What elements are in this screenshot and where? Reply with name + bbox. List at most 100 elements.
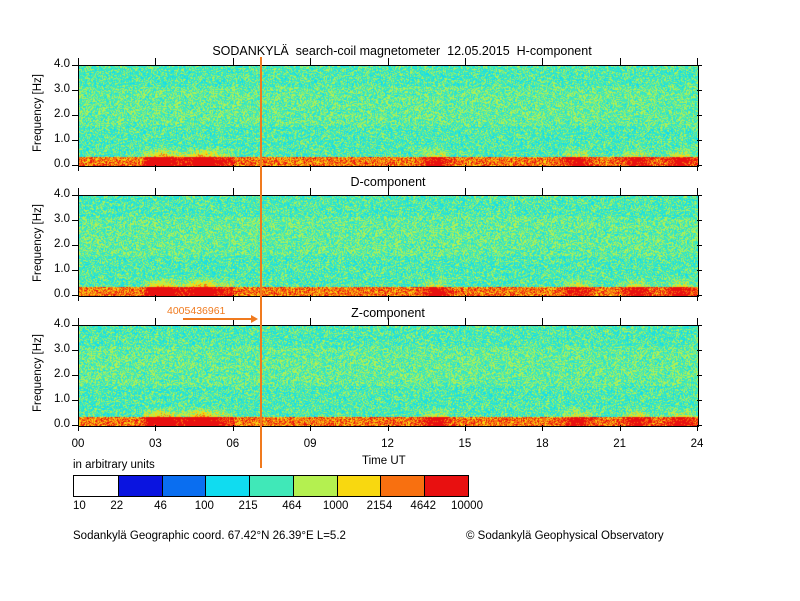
colorbar-tick-label: 10 (73, 500, 86, 512)
x-tick-mark (619, 295, 621, 301)
y-tick-label: 1.0 (54, 263, 70, 275)
x-tick-mark (232, 58, 234, 65)
spectrogram-d (78, 195, 699, 297)
x-tick-mark (619, 318, 621, 325)
x-tick-mark (542, 318, 544, 325)
x-tick-mark (78, 58, 79, 65)
x-tick-label: 03 (148, 438, 162, 450)
x-tick-label: 24 (690, 438, 704, 450)
colorbar-swatch (205, 476, 250, 496)
x-tick-mark (232, 165, 234, 171)
colorbar-tick-label: 100 (194, 500, 214, 512)
y-tick-mark-right (697, 375, 702, 376)
y-tick-label: 2.0 (54, 368, 70, 380)
x-tick-mark (619, 58, 621, 65)
time-marker-line[interactable] (260, 57, 262, 468)
x-tick-mark (310, 295, 312, 301)
y-tick-mark (72, 400, 78, 401)
colorbar-tick-label: 2154 (366, 500, 393, 512)
y-tick-mark (72, 140, 78, 141)
x-tick-mark (619, 165, 621, 171)
y-tick-mark (72, 425, 78, 426)
colorbar-swatch (249, 476, 293, 496)
x-tick-mark (232, 188, 234, 195)
x-tick-label: 09 (303, 438, 317, 450)
x-tick-mark (697, 165, 698, 171)
colorbar-tick-label: 1000 (322, 500, 349, 512)
x-tick-mark (155, 188, 157, 195)
y-tick-mark-right (697, 90, 702, 91)
x-tick-mark (78, 318, 79, 325)
y-tick-label: 0.0 (54, 288, 70, 300)
y-tick-mark-right (697, 140, 702, 141)
y-tick-mark-right (697, 165, 702, 166)
x-tick-mark (78, 188, 79, 195)
panel-title-z: Z-component (351, 306, 425, 320)
x-tick-mark (387, 318, 389, 325)
colorbar-swatch (161, 476, 206, 496)
y-tick-label: 0.0 (54, 158, 70, 170)
x-tick-label: 06 (226, 438, 240, 450)
x-tick-label: 12 (381, 438, 394, 450)
y-tick-mark (72, 65, 78, 66)
x-tick-mark (387, 165, 389, 171)
colorbar-swatch (117, 476, 162, 496)
colorbar-label: in arbitrary units (73, 459, 155, 471)
y-tick-mark-right (697, 350, 702, 351)
y-tick-mark (72, 115, 78, 116)
x-tick-mark (542, 165, 544, 171)
y-tick-mark (72, 90, 78, 91)
marker-arrow-shaft (183, 318, 251, 320)
x-tick-mark (155, 425, 157, 431)
x-tick-mark (78, 425, 79, 431)
y-tick-mark (72, 325, 78, 326)
y-tick-mark-right (697, 295, 702, 296)
y-tick-mark-right (697, 115, 702, 116)
x-tick-mark (310, 58, 312, 65)
x-tick-mark (697, 188, 698, 195)
x-tick-mark (155, 58, 157, 65)
x-tick-mark (155, 295, 157, 301)
x-tick-mark (232, 425, 234, 431)
x-tick-mark (155, 318, 157, 325)
colorbar-tick-label: 215 (238, 500, 258, 512)
y-tick-mark-right (697, 425, 702, 426)
y-tick-label: 3.0 (54, 343, 70, 355)
y-tick-label: 3.0 (54, 83, 70, 95)
x-tick-mark (619, 425, 621, 431)
colorbar-tick-label: 464 (282, 500, 302, 512)
colorbar-tick-label: 22 (110, 500, 124, 512)
x-tick-mark (232, 295, 234, 301)
y-tick-label: 2.0 (54, 108, 70, 120)
colorbar-swatch (74, 476, 118, 496)
colorbar-swatch (424, 476, 468, 496)
x-tick-mark (542, 295, 544, 301)
x-tick-mark (310, 165, 312, 171)
x-tick-mark (387, 58, 389, 65)
footer-copyright: © Sodankylä Geophysical Observatory (466, 530, 664, 542)
y-tick-mark-right (697, 270, 702, 271)
y-tick-mark-right (697, 325, 702, 326)
colorbar-tick-label: 4642 (410, 500, 437, 512)
x-tick-mark (78, 165, 79, 171)
x-tick-mark (387, 425, 389, 431)
marker-arrow-head-icon (251, 315, 258, 323)
x-axis-label: Time UT (362, 455, 406, 467)
panel-title-d: D-component (350, 175, 426, 189)
x-tick-mark (464, 295, 466, 301)
colorbar-tick-label: 46 (154, 500, 167, 512)
colorbar-tick-label: 10000 (451, 500, 483, 512)
y-tick-mark (72, 165, 78, 166)
x-tick-mark (155, 165, 157, 171)
x-tick-mark (464, 58, 466, 65)
x-tick-mark (697, 295, 698, 301)
x-tick-mark (310, 188, 312, 195)
colorbar-swatch (292, 476, 337, 496)
x-tick-mark (542, 58, 544, 65)
y-axis-label-z: Frequency [Hz] (32, 334, 44, 412)
x-tick-mark (464, 188, 466, 195)
y-tick-mark (72, 195, 78, 196)
y-tick-label: 1.0 (54, 393, 70, 405)
x-tick-mark (542, 188, 544, 195)
x-tick-mark (387, 295, 389, 301)
